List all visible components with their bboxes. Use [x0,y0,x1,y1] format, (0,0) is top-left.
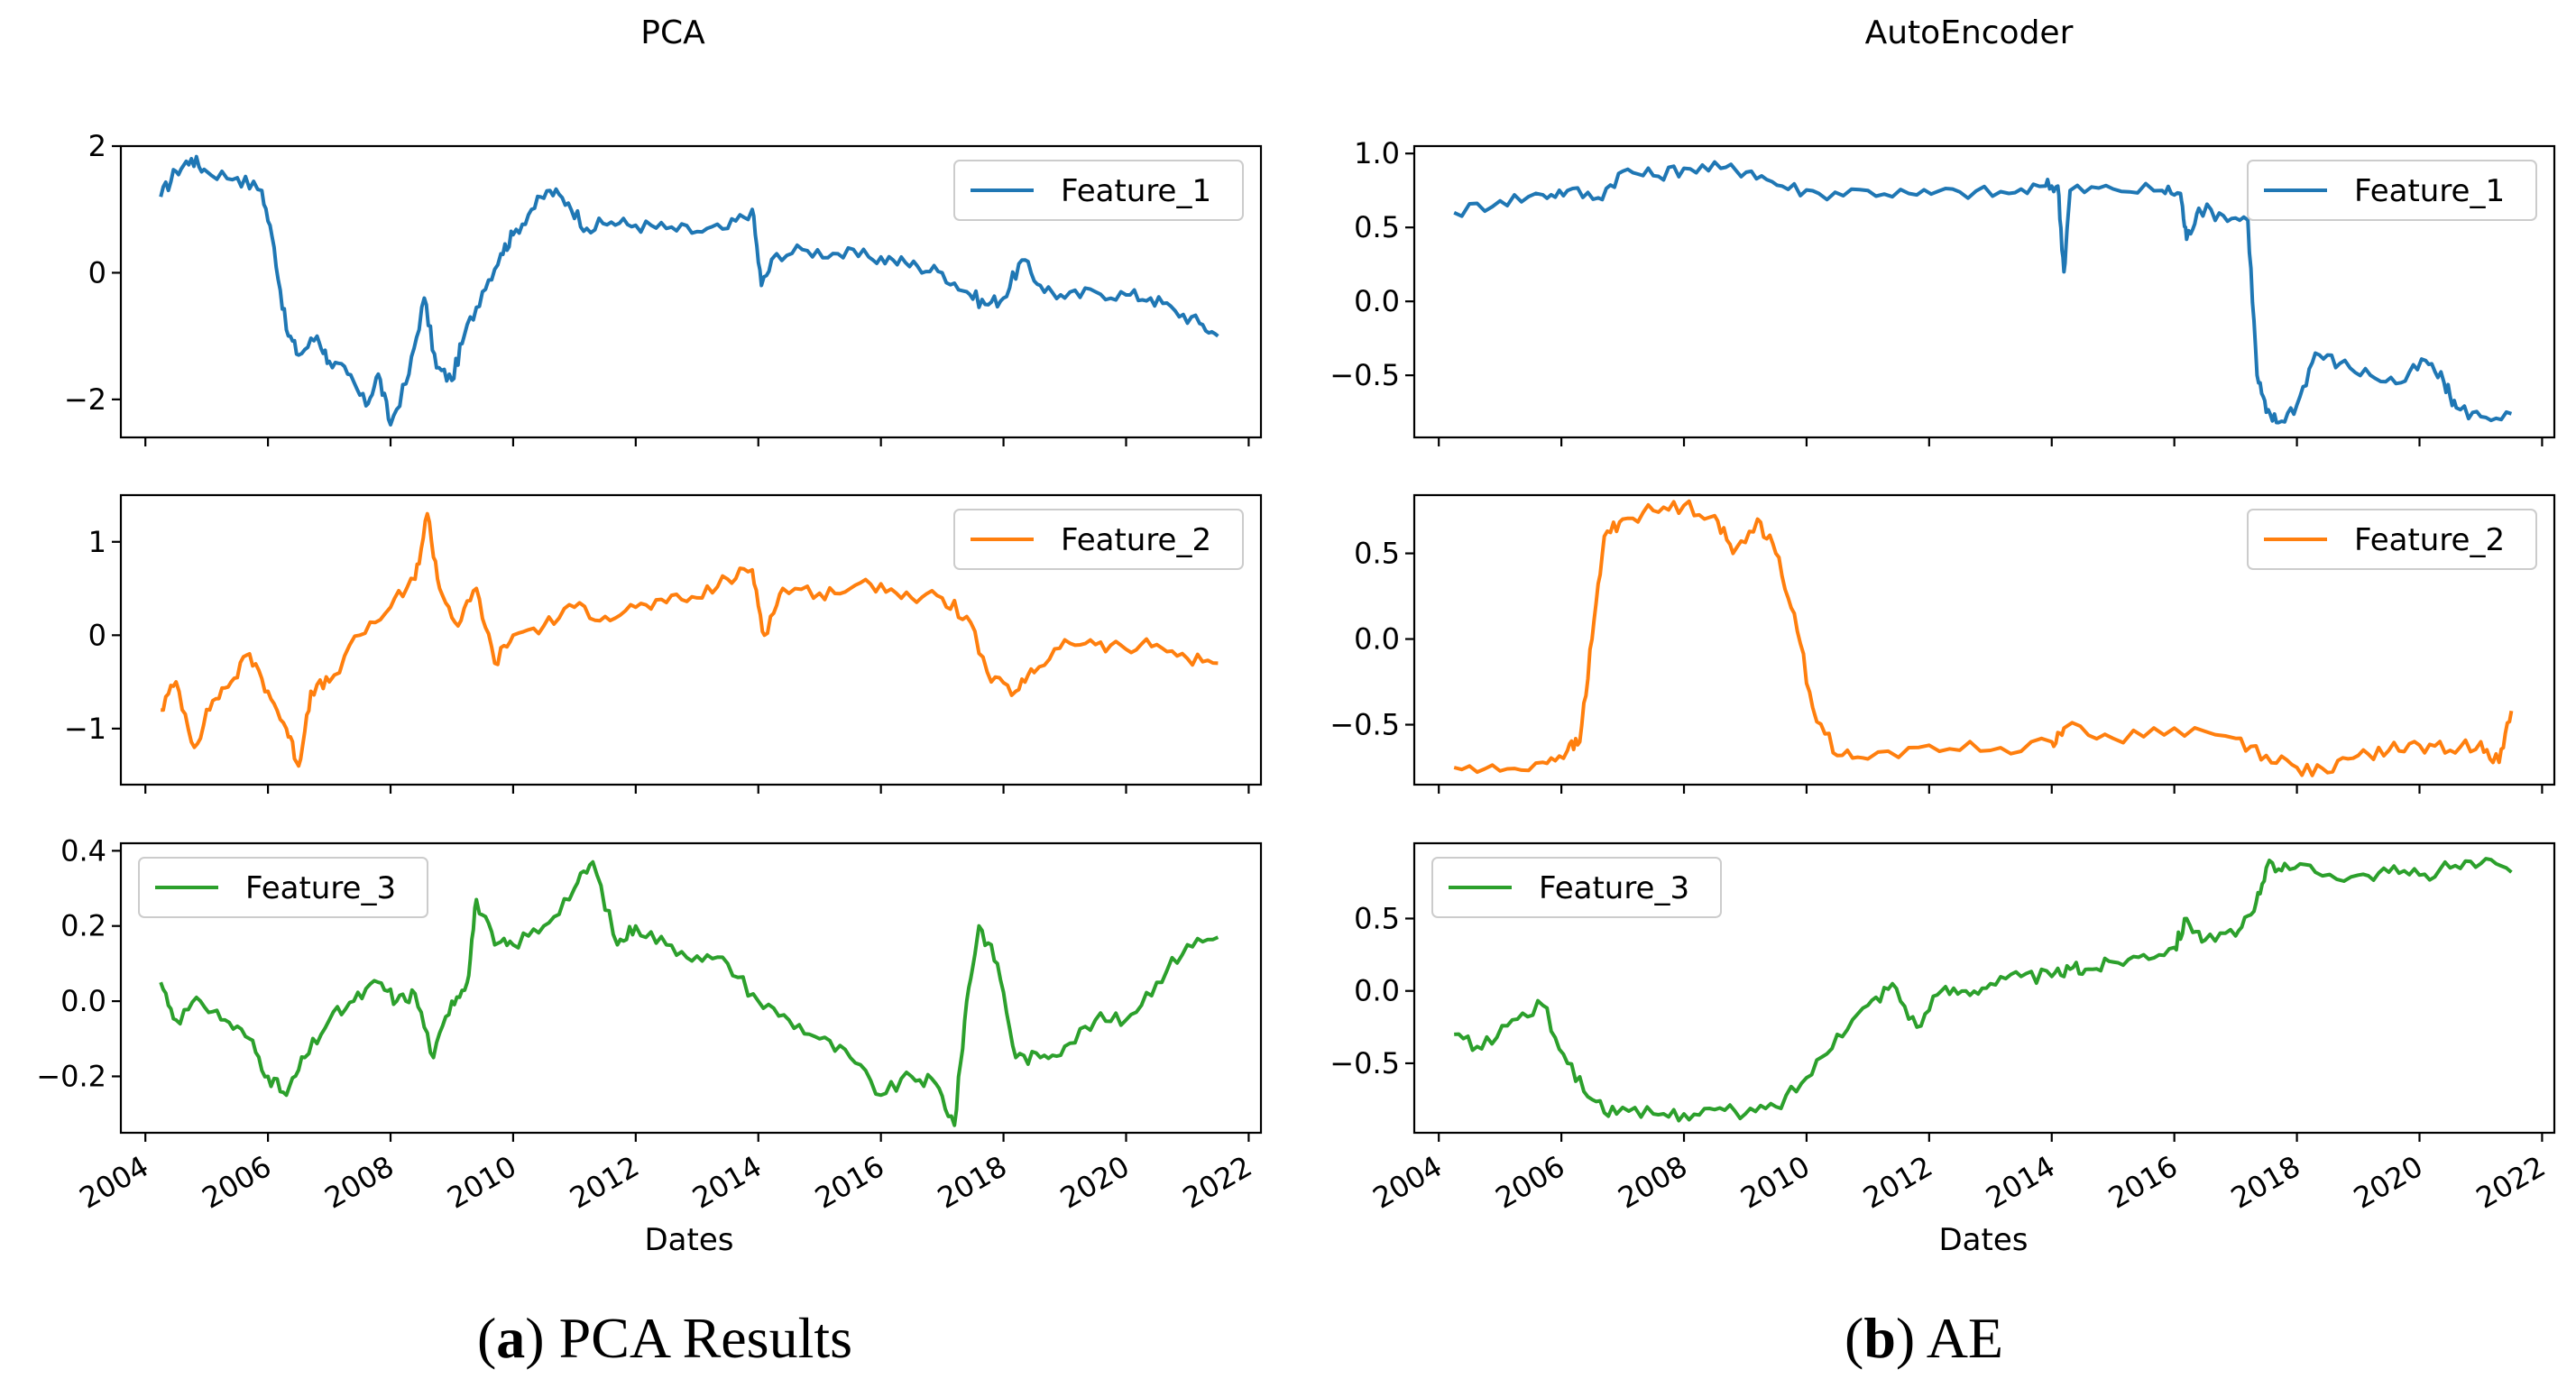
y-tick-label: −1 [64,712,106,746]
chart-autoencoder: 1.0 0.5 0.0 −0.5 Feature_1 0.5 0.0 −0.5 Feature_… [1329,136,2556,1216]
legend: Feature_1 [2247,160,2537,221]
x-tick-label: 2020 [2348,1149,2429,1216]
y-tick-label: 2 [88,129,106,163]
y-tick-label: −0.5 [1329,1046,1400,1080]
y-tick-label: 0.4 [60,833,106,868]
legend-box [138,857,428,918]
y-tick-label: 0.5 [1354,901,1400,935]
y-tick-label: 0.5 [1354,537,1400,571]
legend-label: Feature_1 [1061,173,1211,209]
chart-title-autoencoder: AutoEncoder [1865,14,2074,51]
panel-feature-3: 0.4 0.2 0.0 −0.2 Feature_3 2004 2006 2008 2010 20… [36,833,1263,1216]
x-tick-label: 2014 [686,1149,768,1216]
y-tick-label: 0.0 [1354,284,1400,318]
caption-a: (a) PCA Results [477,1306,852,1370]
y-tick-label: 0 [88,618,106,652]
x-tick-label: 2016 [809,1149,890,1216]
x-tick-label: 2018 [932,1149,1013,1216]
axes-frame [119,144,1263,439]
x-tick-label: 2008 [1612,1149,1693,1216]
x-tick-label: 2010 [441,1149,522,1216]
x-tick-label: 2010 [1734,1149,1816,1216]
panel-feature-1: 2 0 −2 Feature_1 [64,129,1263,446]
x-tick-label: 2022 [1177,1149,1258,1216]
y-tick-label: −0.5 [1329,708,1400,742]
series-line-feature-3 [159,859,1219,1127]
legend-box [1431,857,1722,918]
legend-label: Feature_3 [1539,870,1689,906]
x-tick-label: 2012 [564,1149,645,1216]
series-line-feature-1 [1453,160,2513,425]
legend-label: Feature_1 [2354,173,2505,209]
x-tick-label: 2016 [2102,1149,2184,1216]
legend-label: Feature_2 [1061,522,1211,558]
series-line-feature-2 [1453,499,2514,777]
y-tick-label: 0.5 [1354,210,1400,244]
legend-label: Feature_3 [245,870,396,906]
x-tick-label: 2008 [318,1149,400,1216]
panel-feature-2: 0.5 0.0 −0.5 Feature_2 [1329,493,2556,794]
caption-b-paren-open: ( [1845,1306,1863,1370]
chart-title-pca: PCA [640,14,705,51]
y-tick-label: 1 [88,525,106,559]
legend: Feature_3 [1431,857,1722,918]
x-tick-label: 2012 [1857,1149,1938,1216]
caption-b-letter: b [1863,1306,1896,1370]
x-tick-label: 2022 [2470,1149,2552,1216]
xlabel-pca: Dates [645,1222,734,1258]
y-tick-label: 0.2 [60,909,106,943]
y-tick-label: −0.5 [1329,358,1400,392]
axes-frame [119,841,1263,1135]
x-tick-label: 2006 [1490,1149,1571,1216]
panel-feature-3: 0.5 0.0 −0.5 Feature_3 2004 2006 2008 2010 2012 2… [1329,841,2556,1216]
axes-frame [1412,144,2556,439]
x-tick-label: 2004 [1367,1149,1449,1216]
legend-box [953,509,1244,570]
axes-frame [1412,841,2556,1135]
panel-feature-1: 1.0 0.5 0.0 −0.5 Feature_1 [1329,136,2556,446]
caption-b: (b) AE [1845,1306,2003,1370]
series-line-feature-2 [161,511,1219,768]
caption-a-text: PCA Results [559,1306,852,1370]
y-tick-label: −2 [64,382,106,417]
legend-box [2247,160,2537,221]
legend-box [953,160,1244,221]
x-tick-label: 2020 [1054,1149,1136,1216]
series-line-feature-1 [159,154,1219,427]
y-tick-label: 0 [88,255,106,290]
x-tick-label: 2014 [1980,1149,2061,1216]
caption-a-paren-close: ) [525,1306,558,1370]
caption-a-paren-open: ( [477,1306,496,1370]
panel-feature-2: 1 0 −1 Feature_2 [64,493,1263,794]
caption-a-letter: a [496,1306,525,1370]
y-tick-label: −0.2 [36,1059,106,1093]
y-tick-label: 0.0 [1354,622,1400,657]
y-tick-label: 0.0 [1354,974,1400,1008]
axes-frame [119,493,1263,786]
legend: Feature_3 [138,857,428,918]
x-tick-label: 2018 [2225,1149,2306,1216]
x-tick-label: 2004 [74,1149,155,1216]
legend: Feature_1 [953,160,1244,221]
caption-b-paren-close: ) [1896,1306,1927,1370]
legend: Feature_2 [953,509,1244,570]
y-tick-label: 1.0 [1354,136,1400,170]
chart-pca: 2 0 −2 Feature_1 1 0 −1 Feature_2 0.4 0.2 0.0 −0.2 F… [36,129,1263,1216]
x-tick-label: 2006 [197,1149,278,1216]
legend-label: Feature_2 [2354,522,2505,558]
series-line-feature-3 [1454,857,2513,1123]
caption-b-text: AE [1927,1306,2003,1370]
y-tick-label: 0.0 [60,984,106,1018]
legend: Feature_2 [2247,509,2537,570]
legend-box [2247,509,2537,570]
xlabel-autoencoder: Dates [1939,1222,2029,1258]
